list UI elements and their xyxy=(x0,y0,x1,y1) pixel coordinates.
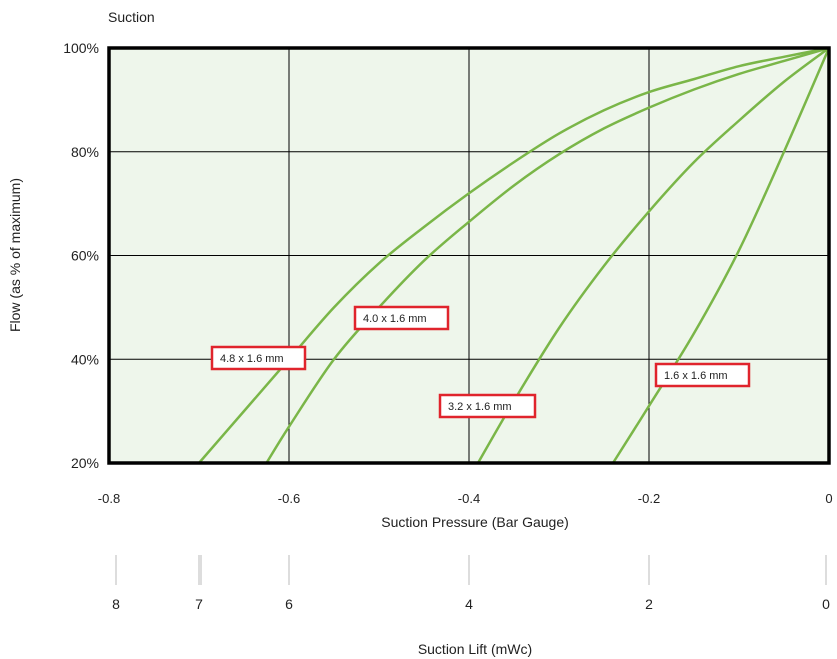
y-axis-ticks: 20% 40% 60% 80% 100% xyxy=(63,40,99,471)
series-label-box xyxy=(210,345,307,371)
secondary-axis-label: Suction Lift (mWc) xyxy=(418,641,532,657)
series-label-text: 1.6 x 1.6 mm xyxy=(664,370,728,382)
y-tick-label: 80% xyxy=(71,144,99,160)
x-tick-label: -0.6 xyxy=(278,491,300,506)
y-tick-label: 100% xyxy=(63,40,99,56)
x-tick-label: -0.4 xyxy=(458,491,480,506)
series-label-0: 4.8 x 1.6 mm xyxy=(210,345,307,371)
secondary-tick-label: 4 xyxy=(465,596,473,612)
secondary-tick-label: 2 xyxy=(645,596,653,612)
secondary-axis: 8 7 6 4 2 0 xyxy=(112,555,830,612)
secondary-tick-label: 8 xyxy=(112,596,120,612)
x-tick-label: 0 xyxy=(825,491,832,506)
series-label-1: 4.0 x 1.6 mm xyxy=(353,305,450,331)
series-label-text: 3.2 x 1.6 mm xyxy=(448,401,512,413)
x-axis-ticks: -0.8 -0.6 -0.4 -0.2 0 xyxy=(98,491,833,506)
x-tick-label: -0.2 xyxy=(638,491,660,506)
series-label-text: 4.0 x 1.6 mm xyxy=(363,313,427,325)
x-axis-label: Suction Pressure (Bar Gauge) xyxy=(381,514,569,530)
series-label-2: 3.2 x 1.6 mm xyxy=(438,393,537,419)
y-tick-label: 60% xyxy=(71,248,99,264)
series-line-1 xyxy=(265,46,831,465)
y-tick-label: 20% xyxy=(71,455,99,471)
x-tick-label: -0.8 xyxy=(98,491,120,506)
series-label-text: 4.8 x 1.6 mm xyxy=(220,353,284,365)
series-line-2 xyxy=(476,46,831,465)
series-line-3 xyxy=(611,46,831,465)
series-label-box xyxy=(353,305,450,331)
series-label-3: 1.6 x 1.6 mm xyxy=(654,362,751,388)
plot-frame xyxy=(107,46,831,465)
series-label-box xyxy=(438,393,537,419)
y-axis-label: Flow (as % of maximum) xyxy=(7,178,23,332)
y-tick-label: 40% xyxy=(71,351,99,367)
series-labels: 4.8 x 1.6 mm 4.0 x 1.6 mm 3.2 x 1.6 mm 1.6 … xyxy=(210,305,751,419)
secondary-tick-label: 6 xyxy=(285,596,293,612)
secondary-tick-label: 7 xyxy=(195,596,203,612)
series-label-box xyxy=(654,362,751,388)
secondary-tick-label: 0 xyxy=(822,596,830,612)
chart-title: Suction xyxy=(108,9,155,25)
